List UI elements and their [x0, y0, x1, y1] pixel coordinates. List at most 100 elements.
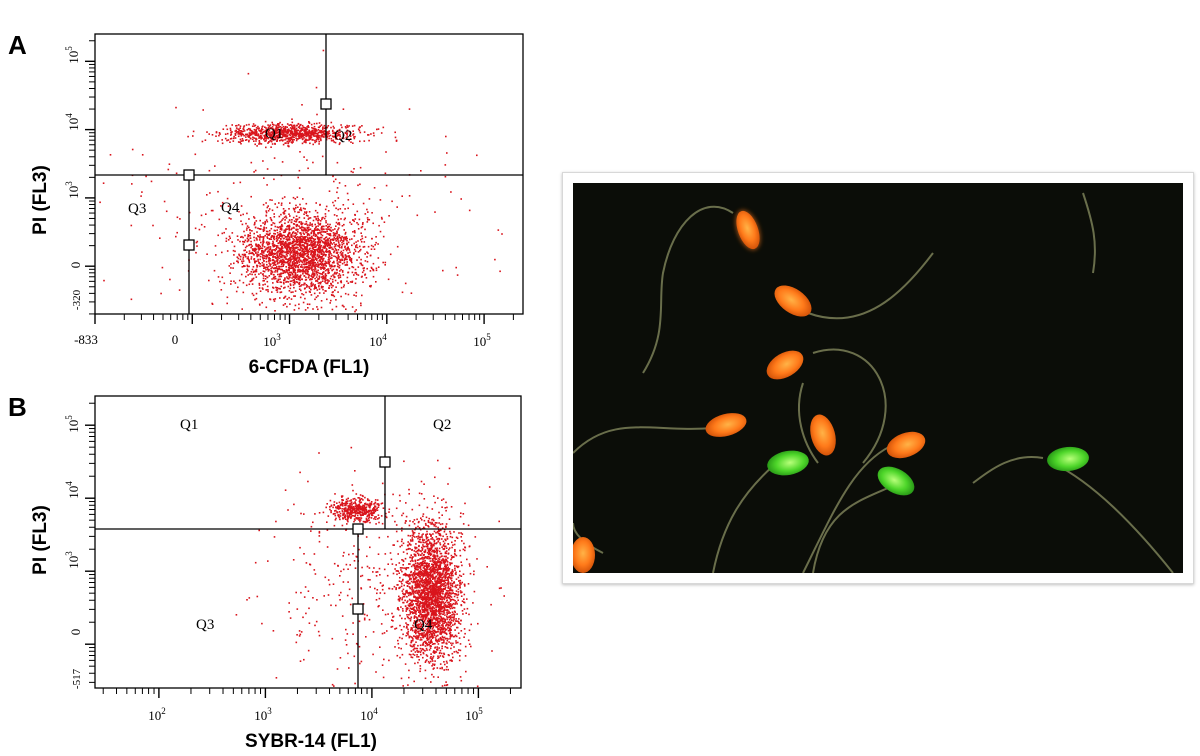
scatter-point — [369, 270, 372, 272]
scatter-point — [315, 270, 318, 272]
scatter-point — [295, 276, 298, 278]
scatter-point — [264, 137, 266, 139]
scatter-point — [270, 227, 273, 230]
scatter-point — [302, 256, 305, 258]
scatter-point — [273, 262, 276, 265]
scatter-point — [288, 263, 291, 266]
scatter-point — [346, 243, 348, 246]
scatter-point — [245, 275, 247, 278]
scatter-point — [277, 237, 279, 239]
scatter-point — [354, 510, 356, 513]
scatter-point — [286, 135, 289, 137]
scatter-point — [269, 251, 271, 253]
scatter-point — [373, 134, 375, 137]
scatter-point — [352, 130, 354, 132]
scatter-point — [306, 250, 309, 253]
scatter-point — [274, 225, 277, 228]
scatter-point — [294, 304, 297, 307]
scatter-point — [306, 265, 309, 268]
scatter-point — [217, 140, 219, 142]
scatter-point — [327, 125, 330, 127]
scatter-point — [289, 262, 291, 264]
scatter-point — [322, 225, 324, 228]
scatter-point — [324, 281, 326, 283]
scatter-point — [284, 130, 286, 133]
scatter-point — [360, 264, 363, 266]
scatter-point — [369, 505, 372, 507]
scatter-point — [242, 133, 244, 136]
scatter-point — [375, 269, 378, 272]
scatter-point — [301, 238, 303, 240]
scatter-point — [289, 243, 291, 245]
scatter-point — [364, 236, 367, 238]
scatter-point — [316, 255, 318, 257]
scatter-point — [262, 237, 265, 239]
scatter-point — [297, 122, 300, 125]
scatter-point — [256, 231, 258, 233]
scatter-point — [408, 576, 411, 578]
scatter-point — [418, 581, 421, 584]
scatter-point — [454, 553, 456, 556]
scatter-point — [292, 196, 295, 199]
scatter-point — [276, 291, 279, 293]
scatter-point — [426, 614, 429, 617]
scatter-point — [334, 271, 336, 274]
scatter-point — [360, 276, 363, 278]
scatter-point — [242, 243, 245, 246]
scatter-point — [313, 125, 316, 128]
scatter-point — [348, 516, 350, 518]
scatter-point — [262, 240, 264, 242]
scatter-point — [322, 241, 324, 244]
scatter-point — [298, 242, 301, 245]
gate-handle[interactable] — [320, 98, 332, 110]
scatter-point — [417, 537, 419, 540]
scatter-point — [267, 132, 270, 134]
scatter-point — [418, 623, 421, 626]
scatter-point — [357, 251, 360, 253]
scatter-point — [254, 143, 256, 146]
scatter-point — [321, 253, 323, 256]
scatter-point — [310, 132, 312, 134]
scatter-point — [249, 128, 252, 130]
scatter-point — [242, 260, 245, 262]
scatter-point — [314, 141, 316, 144]
scatter-point — [265, 233, 268, 235]
scatter-point — [289, 303, 291, 305]
scatter-point — [262, 236, 265, 238]
scatter-point — [261, 253, 263, 255]
scatter-point — [281, 245, 283, 248]
scatter-point — [437, 676, 439, 678]
scatter-point — [275, 286, 277, 289]
gate-handle[interactable] — [183, 239, 195, 251]
scatter-point — [275, 248, 277, 250]
scatter-point — [352, 133, 355, 135]
gate-handle[interactable] — [183, 169, 195, 181]
scatter-point — [408, 488, 410, 491]
scatter-point — [364, 507, 367, 509]
scatter-point — [277, 242, 279, 245]
scatter-point — [262, 260, 265, 262]
scatter-point — [267, 265, 270, 268]
scatter-point — [306, 248, 308, 251]
scatter-point — [339, 507, 341, 510]
scatter-point — [302, 301, 305, 304]
scatter-point — [342, 204, 345, 206]
scatter-point — [423, 640, 426, 643]
scatter-point — [309, 261, 311, 264]
scatter-point — [354, 268, 357, 271]
scatter-point — [327, 228, 329, 231]
scatter-point — [268, 253, 270, 255]
scatter-point — [275, 131, 278, 134]
scatter-point — [417, 525, 419, 528]
scatter-point — [363, 131, 366, 133]
scatter-point — [311, 261, 313, 263]
scatter-point — [259, 255, 262, 258]
scatter-point — [444, 164, 447, 166]
scatter-point — [337, 263, 339, 265]
scatter-point — [391, 200, 393, 203]
scatter-point — [436, 549, 439, 552]
scatter-point — [282, 272, 285, 274]
scatter-point — [342, 254, 344, 256]
scatter-point — [315, 234, 318, 237]
scatter-point — [344, 132, 347, 134]
